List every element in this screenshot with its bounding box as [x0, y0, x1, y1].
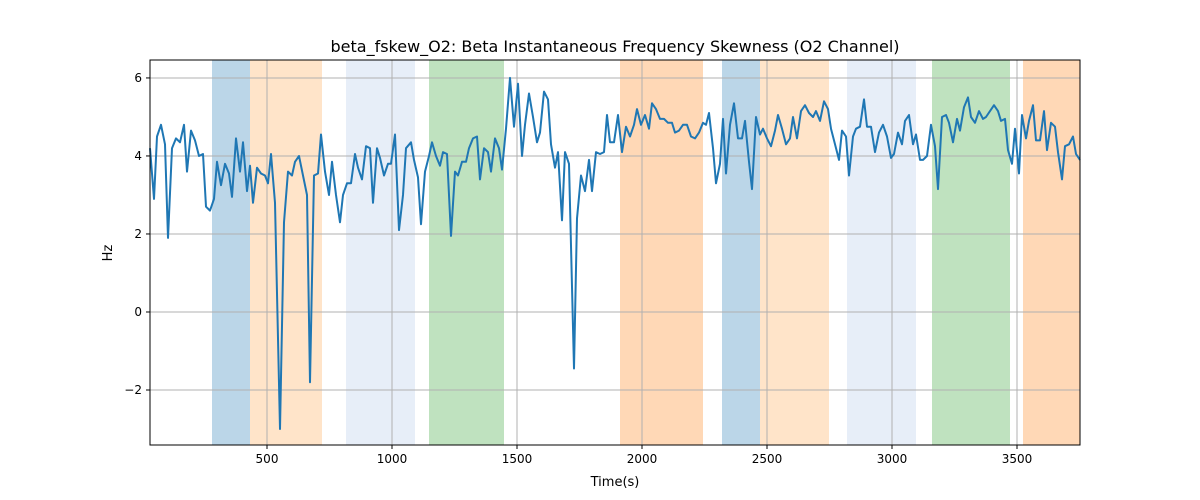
highlight-span — [1023, 60, 1080, 445]
axes-frame — [149, 59, 1081, 446]
highlight-span — [847, 60, 916, 445]
highlight-spans — [212, 60, 1080, 445]
y-tick-label: 0 — [134, 305, 142, 319]
x-tick-label: 500 — [256, 452, 279, 466]
highlight-span — [722, 60, 760, 445]
highlight-span — [429, 60, 504, 445]
y-axis-label: Hz — [101, 245, 116, 262]
highlight-span — [212, 60, 250, 445]
x-tick-label: 2500 — [752, 452, 783, 466]
highlight-span — [250, 60, 322, 445]
x-tick-label: 3000 — [877, 452, 908, 466]
highlight-span — [620, 60, 703, 445]
x-axis-ticks: 500 1000 1500 2000 2500 3000 3500 — [256, 445, 1033, 466]
highlight-span — [346, 60, 415, 445]
y-axis-ticks: −2 0 2 4 6 — [124, 71, 150, 397]
x-tick-label: 1500 — [502, 452, 533, 466]
y-tick-label: 2 — [134, 227, 142, 241]
chart-title: beta_fskew_O2: Beta Instantaneous Freque… — [330, 37, 899, 57]
y-tick-label: −2 — [124, 383, 142, 397]
x-tick-label: 3500 — [1002, 452, 1033, 466]
y-tick-label: 4 — [134, 149, 142, 163]
series-line — [149, 76, 1081, 430]
x-tick-label: 2000 — [627, 452, 658, 466]
data-series — [149, 76, 1081, 430]
highlight-span — [932, 60, 1010, 445]
grid-lines — [150, 60, 1080, 445]
x-axis-label: Time(s) — [590, 475, 640, 490]
y-tick-label: 6 — [134, 71, 142, 85]
x-tick-label: 1000 — [377, 452, 408, 466]
